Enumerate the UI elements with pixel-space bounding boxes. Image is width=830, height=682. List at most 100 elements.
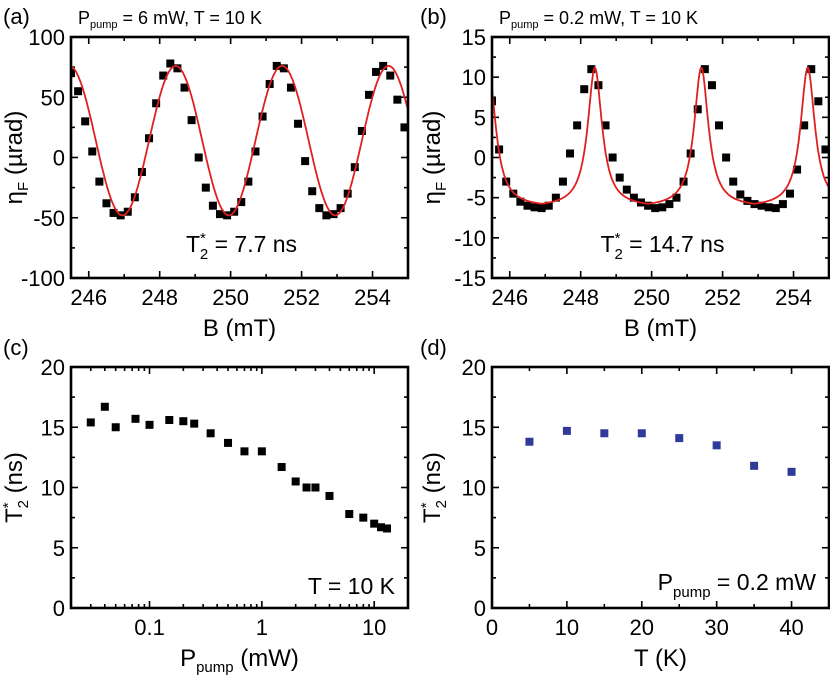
y-axis-label: T*2 (ns) (0, 452, 32, 523)
data-point (81, 117, 90, 126)
data-point (807, 65, 816, 74)
x-tick-label: 0 (486, 615, 498, 640)
data-point (693, 105, 702, 114)
data-point (364, 90, 373, 99)
data-point (357, 126, 366, 135)
annotation: T = 10 K (308, 573, 396, 599)
data-point (530, 203, 539, 212)
data-point (301, 157, 310, 166)
data-point (201, 183, 210, 192)
plot-frame (69, 35, 410, 280)
data-point (111, 423, 120, 432)
data-point (208, 201, 217, 210)
y-tick-label: 15 (41, 415, 65, 440)
data-point (131, 414, 140, 423)
annotation: Ppump = 0.2 mW (658, 569, 817, 601)
x-tick-label: 248 (141, 285, 178, 310)
data-point (173, 64, 182, 73)
y-tick-label: -15 (454, 266, 486, 291)
data-point (558, 177, 567, 186)
data-point (658, 203, 667, 212)
plot-frame (69, 365, 410, 610)
data-point (152, 99, 161, 108)
data-point (345, 510, 354, 519)
data-point (379, 61, 388, 70)
data-point (608, 153, 617, 162)
data-point (629, 193, 638, 202)
data-point (715, 121, 724, 130)
y-tick-label: 10 (462, 476, 486, 501)
data-point (778, 200, 787, 209)
data-point (787, 467, 796, 476)
x-tick-label: 252 (704, 285, 741, 310)
x-axis-label: B (mT) (624, 315, 697, 342)
data-point (544, 201, 553, 210)
y-tick-label: 100 (28, 25, 65, 50)
data-point (336, 204, 345, 213)
data-point (240, 447, 249, 456)
data-point (145, 420, 154, 429)
x-tick-label: 1 (256, 615, 268, 640)
data-point (88, 147, 97, 156)
data-point (206, 429, 215, 438)
data-point (350, 163, 359, 172)
data-point (622, 185, 631, 194)
x-tick-label: 40 (779, 615, 803, 640)
data-point (771, 204, 780, 213)
data-point (573, 121, 582, 130)
data-point (615, 173, 624, 182)
data-point (370, 519, 379, 528)
data-point (386, 71, 395, 80)
data-point (102, 199, 111, 208)
annotation: T* 2 = 7.7 ns (186, 230, 297, 263)
data-point (566, 149, 575, 158)
y-tick-label: -50 (33, 206, 65, 231)
x-tick-label: 254 (354, 285, 391, 310)
data-point (393, 95, 402, 104)
panel-label: (d) (420, 335, 447, 360)
data-point (286, 83, 295, 92)
data-point (793, 165, 802, 174)
y-tick-label: 5 (53, 536, 65, 561)
data-point (100, 402, 109, 411)
data-point (764, 203, 773, 212)
data-point (86, 418, 95, 427)
data-point (359, 513, 368, 522)
data-point (372, 67, 381, 76)
data-point (322, 211, 331, 220)
y-tick-label: 20 (462, 355, 486, 380)
y-tick-label: 0 (53, 146, 65, 171)
x-tick-label: 250 (212, 285, 249, 310)
data-point (525, 437, 534, 446)
data-point (665, 200, 674, 209)
panel-label: (a) (3, 4, 30, 29)
y-tick-label: 15 (462, 415, 486, 440)
data-point (537, 204, 546, 213)
x-axis-label: Ppump (mW) (180, 645, 299, 676)
y-tick-label: 5 (474, 105, 486, 130)
data-point (190, 419, 199, 428)
data-point (523, 201, 532, 210)
data-point (757, 201, 766, 210)
data-point (166, 59, 175, 68)
x-tick-label: 246 (70, 285, 107, 310)
data-point (600, 429, 609, 438)
data-point (159, 71, 168, 80)
data-point (712, 441, 721, 450)
y-tick-label: 0 (474, 596, 486, 621)
x-tick-label: 0.1 (134, 615, 165, 640)
data-point (750, 461, 759, 470)
data-point (325, 491, 334, 500)
data-point (400, 123, 408, 132)
data-point (736, 190, 745, 199)
data-point (71, 69, 75, 78)
data-point (165, 416, 174, 425)
data-point (302, 483, 311, 492)
condition-label: Ppump = 0.2 mW, T = 10 K (499, 8, 698, 31)
y-tick-label: 10 (462, 65, 486, 90)
data-point (580, 85, 589, 94)
data-point (800, 121, 809, 130)
x-tick-label: 10 (555, 615, 579, 640)
data-point (237, 198, 246, 207)
